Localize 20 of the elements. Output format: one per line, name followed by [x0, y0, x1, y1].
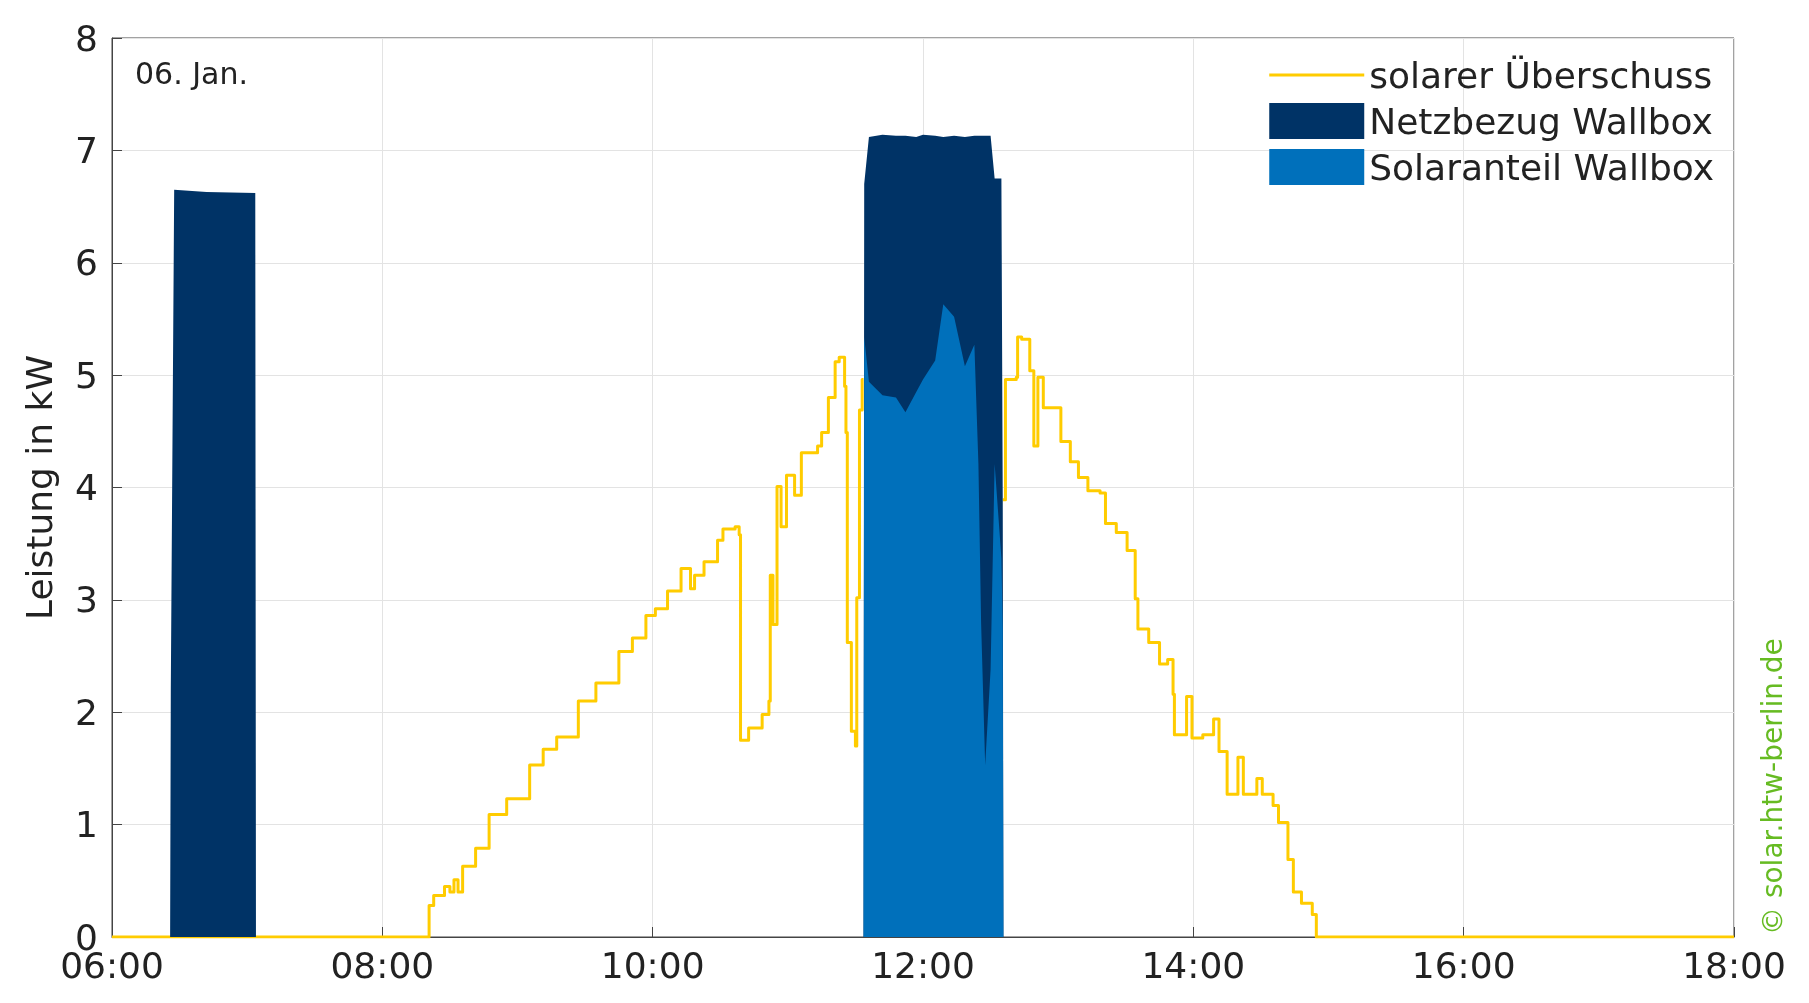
y-tick-label: 5 [75, 354, 98, 396]
x-tick-label: 16:00 [1411, 944, 1516, 986]
y-axis-title: Leistung in kW [18, 354, 60, 621]
legend-label: Netzbezug Wallbox [1369, 100, 1713, 142]
legend-label: solarer Überschuss [1369, 54, 1713, 96]
x-tick-label: 08:00 [330, 944, 435, 986]
legend-label: Solaranteil Wallbox [1369, 146, 1715, 188]
x-tick-label: 12:00 [871, 944, 975, 986]
y-tick-label: 2 [75, 691, 98, 733]
x-tick-label: 14:00 [1141, 944, 1246, 986]
y-tick-label: 7 [75, 129, 98, 171]
y-tick-label: 3 [75, 579, 98, 621]
text: © solar.htw-berlin.de [1755, 638, 1789, 935]
y-tick-label: 8 [75, 17, 98, 59]
y-tick-label: 6 [75, 242, 98, 284]
annotation: 06. Jan. [135, 55, 249, 91]
x-tick-label: 18:00 [1682, 944, 1786, 986]
y-tick-label: 1 [75, 804, 98, 846]
y-tick-label: 4 [75, 467, 98, 508]
x-tick-label: 10:00 [600, 944, 705, 986]
